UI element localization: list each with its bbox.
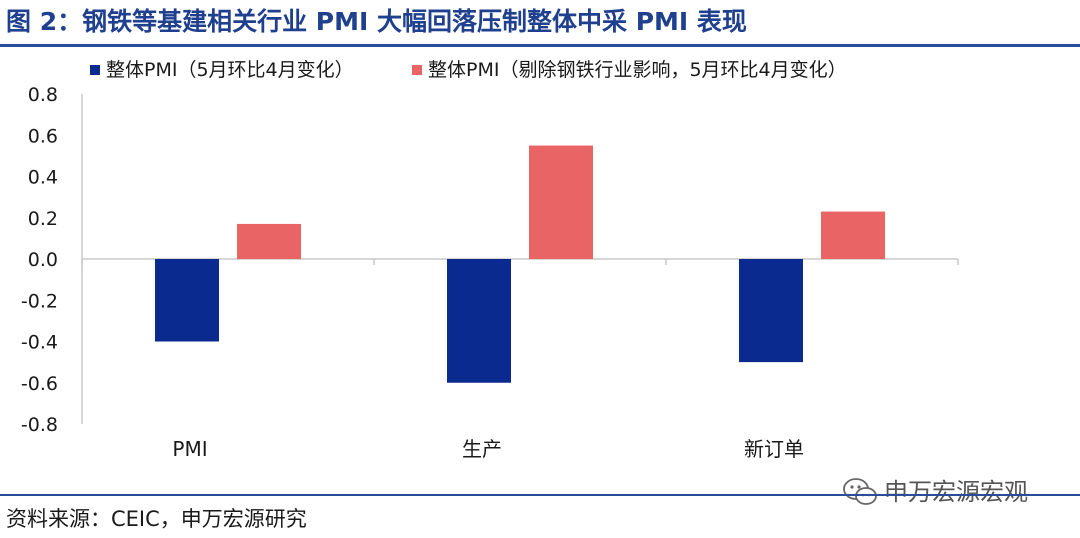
x-category-label: PMI [172, 437, 207, 461]
title-divider [0, 44, 1080, 47]
y-tick-label: 0.0 [28, 249, 58, 271]
bar-overall-0 [155, 259, 219, 342]
bar-overall-1 [447, 259, 511, 383]
bar-ex-steel-0 [237, 223, 301, 259]
bar-ex-steel-2 [821, 211, 885, 259]
y-tick-label: 0.6 [28, 125, 58, 147]
bar-overall-2 [739, 259, 803, 363]
y-tick-label: -0.6 [21, 373, 58, 395]
legend-item-overall-swatch [90, 65, 100, 75]
source-divider [0, 494, 1080, 496]
legend-item-overall: 整体PMI（5月环比4月变化） [106, 59, 354, 81]
y-tick-label: -0.8 [21, 414, 58, 436]
watermark-text: 申万宏源宏观 [884, 478, 1028, 506]
wechat-icon [843, 478, 877, 505]
source-note: 资料来源：CEIC，申万宏源研究 [6, 507, 307, 531]
bar-ex-steel-1 [529, 145, 593, 259]
legend-item-ex-steel-swatch [412, 65, 422, 75]
y-tick-label: 0.8 [28, 84, 58, 106]
bar-chart: 0.8 0.6 0.4 0.2 0.0 -0.2 -0.4 -0.6 -0.8 PMI 生产 新订单 整… [21, 59, 959, 461]
y-tick-label: -0.4 [21, 332, 58, 354]
watermark: 申万宏源宏观 [842, 472, 1028, 512]
x-category-label: 生产 [462, 437, 502, 461]
y-tick-label: -0.2 [21, 290, 58, 312]
chart-title: 图 2：钢铁等基建相关行业 PMI 大幅回落压制整体中采 PMI 表现 [6, 7, 747, 36]
y-tick-label: 0.4 [28, 167, 58, 189]
x-category-label: 新订单 [744, 437, 804, 461]
legend-item-ex-steel: 整体PMI（剔除钢铁行业影响，5月环比4月变化） [428, 59, 847, 81]
y-tick-label: 0.2 [28, 208, 58, 230]
